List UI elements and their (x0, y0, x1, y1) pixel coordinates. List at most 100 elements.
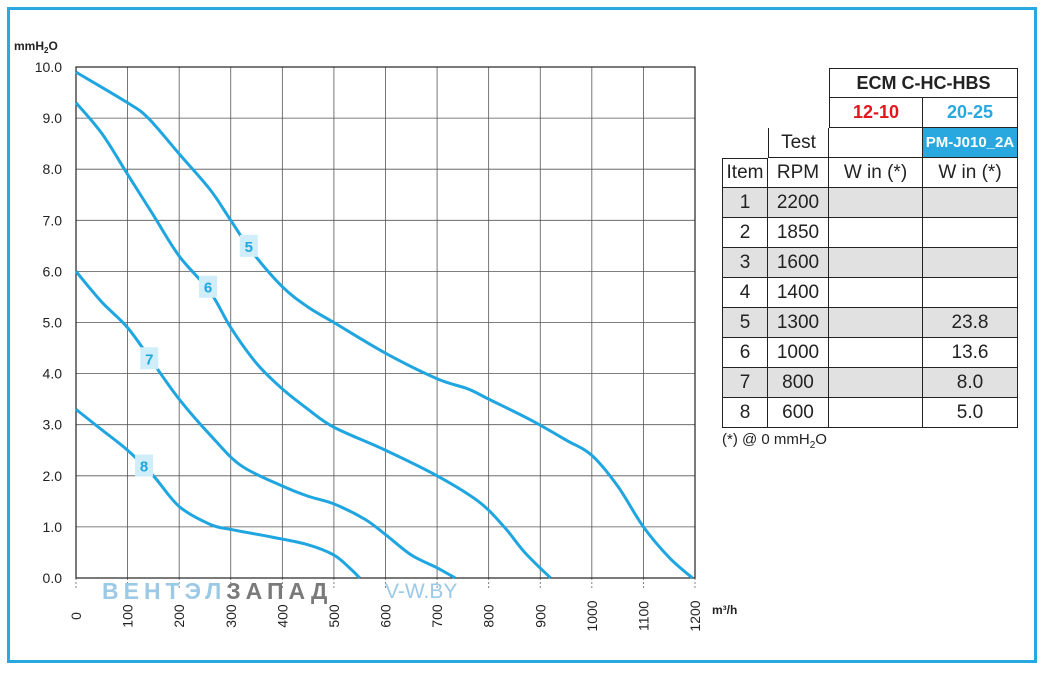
x-tick-labels: 0 100 200 300 400 500 600 700 800 900 1000 1100 1200 (68, 600, 703, 631)
table-row: 6 1000 13.6 (722, 338, 1018, 368)
cell-w1 (829, 368, 923, 398)
y-tick-label: 2.0 (43, 468, 63, 484)
cell-rpm: 800 (768, 368, 829, 398)
x-tick-label: 100 (120, 604, 136, 628)
cell-rpm: 1400 (768, 278, 829, 308)
cell-w2: 23.8 (923, 308, 1018, 338)
variant-a-part-blank (829, 128, 923, 158)
table-row: 7 800 8.0 (722, 368, 1018, 398)
x-tick-label: 800 (481, 604, 497, 628)
x-axis-label: m³/h (712, 603, 737, 617)
header-w-b: W in (*) (923, 158, 1018, 188)
curve-label-5: 5 (245, 239, 253, 256)
chart-grid (75, 66, 696, 590)
variant-a: 12-10 (829, 98, 923, 128)
test-label: Test (768, 128, 829, 158)
cell-w2 (923, 248, 1018, 278)
x-tick-label: 300 (223, 604, 239, 628)
curve-labels: 5 6 7 8 (135, 234, 258, 477)
header-w-a: W in (*) (829, 158, 923, 188)
cell-w1 (829, 218, 923, 248)
cell-item: 8 (722, 398, 768, 428)
cell-item: 3 (722, 248, 768, 278)
cell-w2 (923, 218, 1018, 248)
cell-w1 (829, 278, 923, 308)
cell-w1 (829, 338, 923, 368)
cell-w1 (829, 188, 923, 218)
curve-label-6: 6 (204, 280, 212, 297)
y-tick-label: 4.0 (43, 366, 63, 382)
part-number: PM-J010_2A (923, 128, 1018, 158)
y-tick-label: 8.0 (43, 161, 63, 177)
y-tick-label: 6.0 (43, 263, 63, 279)
footnote-end: O (815, 431, 827, 448)
table-row: 4 1400 (722, 278, 1018, 308)
x-tick-label: 600 (378, 604, 394, 628)
x-tick-label: 700 (429, 604, 445, 628)
variant-b: 20-25 (923, 98, 1018, 128)
watermark-site: V-W.BY (385, 580, 458, 603)
table-row: 8 600 5.0 (722, 398, 1018, 428)
y-tick-label: 0.0 (43, 570, 63, 586)
y-axis-label: mmH2O (14, 39, 58, 55)
cell-rpm: 600 (768, 398, 829, 428)
power-table: ECM C-HC-HBS 12-10 20-25 Test PM-J010_2A… (722, 68, 1018, 428)
watermark-part1: ВЕНТЭЛ (102, 578, 227, 604)
cell-item: 4 (722, 278, 768, 308)
footnote-sub: 2 (809, 440, 816, 451)
x-tick-label: 1000 (584, 600, 600, 631)
cell-w1 (829, 398, 923, 428)
x-tick-label: 200 (171, 604, 187, 628)
watermark: ВЕНТЭЛЗАПАД (102, 578, 332, 605)
cell-w2: 5.0 (923, 398, 1018, 428)
cell-item: 5 (722, 308, 768, 338)
curve-7 (74, 270, 456, 580)
footnote: (*) @ 0 mmH2O (722, 431, 827, 451)
curve-label-8: 8 (140, 459, 148, 476)
curve-6 (74, 101, 552, 580)
cell-item: 7 (722, 368, 768, 398)
y-tick-label: 10.0 (35, 59, 62, 75)
cell-w2: 8.0 (923, 368, 1018, 398)
cell-rpm: 1300 (768, 308, 829, 338)
curve-8 (75, 408, 361, 580)
cell-w1 (829, 248, 923, 278)
cell-rpm: 1600 (768, 248, 829, 278)
footnote-text: (*) @ 0 mmH (722, 431, 810, 448)
table-row: 3 1600 (722, 248, 1018, 278)
x-tick-label: 900 (532, 604, 548, 628)
cell-w2: 13.6 (923, 338, 1018, 368)
table-row: 5 1300 23.8 (722, 308, 1018, 338)
curve-5 (75, 70, 694, 580)
cell-w1 (829, 308, 923, 338)
cell-rpm: 1000 (768, 338, 829, 368)
curve-label-bg-5 (239, 234, 258, 257)
header-rpm: RPM (768, 158, 829, 188)
table-row: 1 2200 (722, 188, 1018, 218)
curve-label-bg-8 (135, 454, 154, 477)
cell-w2 (923, 188, 1018, 218)
x-tick-label: 1200 (687, 600, 703, 631)
watermark-part2: ЗАПАД (226, 578, 333, 604)
cell-item: 2 (722, 218, 768, 248)
y-tick-label: 5.0 (43, 315, 63, 331)
cell-rpm: 2200 (768, 188, 829, 218)
plot-area-border (75, 66, 696, 579)
cell-item: 6 (722, 338, 768, 368)
x-tick-label: 0 (68, 612, 84, 620)
curve-label-bg-6 (199, 275, 218, 298)
y-tick-label: 3.0 (43, 417, 63, 433)
y-tick-label: 9.0 (43, 110, 63, 126)
cell-rpm: 1850 (768, 218, 829, 248)
y-tick-label: 7.0 (43, 212, 63, 228)
y-tick-labels: 0.0 1.0 2.0 3.0 4.0 5.0 6.0 7.0 8.0 9.0 10.0 (35, 59, 62, 586)
x-tick-label: 500 (326, 604, 342, 628)
table-row: 2 1850 (722, 218, 1018, 248)
curve-label-bg-7 (140, 347, 159, 370)
y-tick-label: 1.0 (43, 519, 63, 535)
x-tick-label: 400 (274, 604, 290, 628)
cell-w2 (923, 278, 1018, 308)
x-tick-label: 1100 (635, 601, 651, 631)
model-title: ECM C-HC-HBS (829, 68, 1018, 98)
